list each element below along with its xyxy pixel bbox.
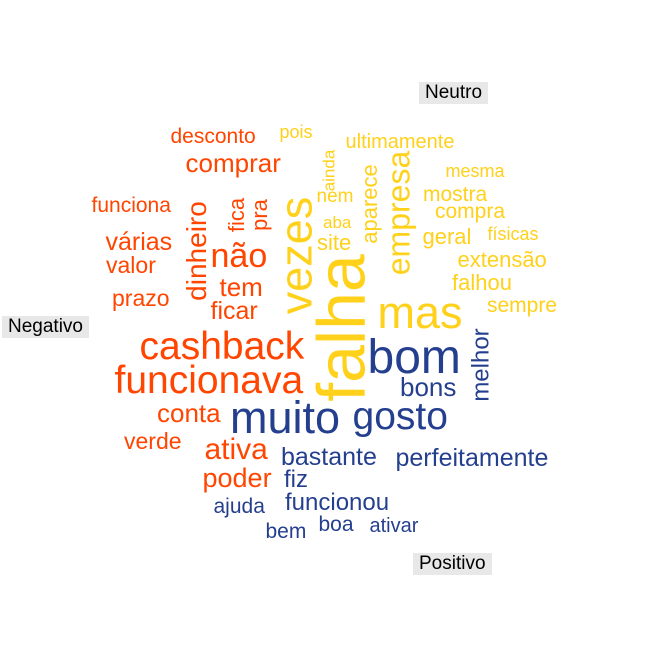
- word-sempre: sempre: [487, 293, 558, 317]
- word-ainda: ainda: [319, 149, 339, 191]
- word-fisicas: físicas: [487, 224, 539, 244]
- word-boa: boa: [318, 512, 354, 536]
- word-muito: muito: [230, 391, 341, 443]
- word-perfeitamente: perfeitamente: [395, 443, 549, 472]
- word-funcionava: funcionava: [114, 358, 304, 402]
- word-fiz: fiz: [284, 466, 308, 493]
- word-varias: várias: [105, 227, 173, 256]
- word-funciona: funciona: [91, 193, 171, 217]
- word-compra: compra: [435, 199, 506, 223]
- word-nao: não: [210, 237, 268, 275]
- word-bastante: bastante: [281, 442, 377, 471]
- word-pois: pois: [279, 122, 313, 142]
- word-ativar: ativar: [369, 515, 419, 537]
- word-mas: mas: [377, 286, 463, 338]
- word-valor: valor: [106, 251, 156, 278]
- word-site: site: [317, 230, 352, 255]
- word-aba: aba: [323, 212, 352, 232]
- word-empresa: empresa: [379, 150, 416, 276]
- word-extensao: extensão: [457, 247, 547, 272]
- category-label-neutro: Neutro: [419, 82, 489, 104]
- word-prazo: prazo: [112, 284, 170, 311]
- word-funcionou: funcionou: [285, 489, 390, 516]
- word-mostra: mostra: [423, 182, 488, 206]
- word-ficar: ficar: [210, 296, 258, 325]
- word-bom: bom: [367, 331, 461, 384]
- word-comprar: comprar: [185, 148, 281, 178]
- word-mesma: mesma: [445, 161, 505, 181]
- word-desconto: desconto: [170, 124, 256, 148]
- category-label-negativo: Negativo: [2, 316, 89, 338]
- word-dinheiro: dinheiro: [180, 201, 212, 301]
- word-falhou: falhou: [452, 270, 512, 295]
- word-falha: falha: [303, 254, 380, 402]
- word-bem: bem: [265, 519, 307, 543]
- word-ativa: ativa: [204, 433, 268, 466]
- word-verde: verde: [124, 427, 182, 454]
- word-pra: pra: [246, 199, 272, 231]
- word-ultimamente: ultimamente: [345, 131, 455, 153]
- word-melhor: melhor: [467, 328, 495, 402]
- word-cashback: cashback: [139, 324, 305, 368]
- word-poder: poder: [202, 462, 272, 493]
- word-ajuda: ajuda: [213, 494, 265, 518]
- word-bons: bons: [400, 372, 457, 402]
- word-aparece: aparece: [356, 164, 382, 244]
- word-geral: geral: [422, 224, 472, 249]
- word-tem: tem: [219, 272, 263, 302]
- word-fica: fica: [224, 197, 250, 233]
- category-label-positivo: Positivo: [413, 553, 492, 575]
- word-nem: nem: [316, 185, 354, 207]
- word-gosto: gosto: [352, 394, 448, 438]
- word-conta: conta: [157, 398, 221, 428]
